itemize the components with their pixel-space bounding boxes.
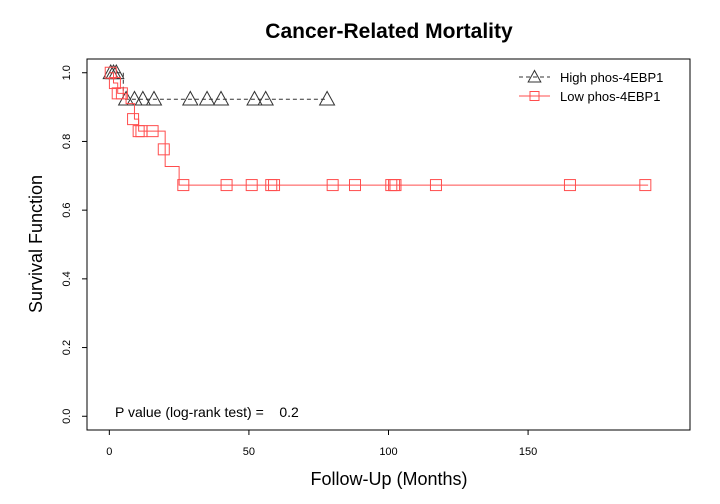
x-tick-label: 100 — [379, 446, 397, 458]
y-axis-label: Survival Function — [26, 175, 46, 313]
p-value-annotation: P value (log-rank test) = 0.2 — [115, 404, 299, 420]
censor-marker-square — [349, 179, 361, 192]
censor-marker-square — [127, 113, 140, 126]
censor-marker-triangle — [257, 90, 274, 106]
censor-marker-square — [268, 179, 281, 192]
censor-marker-triangle — [246, 90, 263, 106]
series-line — [109, 72, 649, 186]
plot-frame — [86, 58, 691, 431]
x-axis-label: Follow-Up (Months) — [310, 469, 467, 489]
censor-marker-triangle — [145, 90, 163, 106]
censor-marker-triangle — [117, 90, 135, 106]
chart-title: Cancer-Related Mortality — [265, 20, 513, 43]
x-tick-label: 50 — [243, 446, 255, 458]
censor-marker-triangle — [134, 90, 152, 106]
y-tick-label: 0.6 — [61, 202, 73, 217]
censor-marker-triangle — [181, 90, 199, 106]
y-tick-label: 0.8 — [61, 134, 73, 149]
censor-marker-triangle — [212, 90, 230, 106]
series-layer — [102, 63, 652, 192]
censor-marker-square — [157, 143, 170, 156]
legend-label: Low phos-4EBP1 — [560, 89, 660, 104]
legend-marker-square — [529, 91, 540, 101]
series-line — [109, 72, 328, 100]
censor-marker-triangle — [126, 90, 143, 106]
censor-marker-triangle — [198, 90, 216, 106]
y-tick-label: 0.0 — [61, 409, 73, 424]
y-tick-label: 0.2 — [61, 340, 73, 355]
y-tick-label: 0.4 — [61, 271, 73, 286]
censor-marker-square — [104, 66, 117, 79]
axes: 0 50 100 150 0.0 0.2 0.4 0.6 0.8 1.0 — [61, 65, 537, 458]
legend-label: High phos-4EBP1 — [560, 70, 663, 85]
x-tick-label: 0 — [106, 446, 112, 458]
censor-marker-triangle — [318, 90, 336, 106]
censor-marker-square — [245, 179, 258, 192]
censor-marker-square — [115, 87, 128, 100]
censor-marker-square — [429, 179, 442, 192]
censor-marker-square — [563, 179, 576, 192]
censor-marker-square — [177, 179, 190, 192]
legend-marker-triangle — [527, 69, 542, 83]
x-tick-label: 150 — [519, 446, 537, 458]
censor-marker-square — [220, 179, 233, 192]
censor-marker-square — [146, 125, 159, 138]
censor-marker-square — [389, 179, 402, 192]
censor-marker-square — [108, 77, 121, 90]
censor-marker-square — [326, 179, 339, 192]
legend: High phos-4EBP1 Low phos-4EBP1 — [519, 69, 663, 104]
y-tick-label: 1.0 — [61, 65, 73, 80]
censor-marker-square — [639, 179, 652, 192]
